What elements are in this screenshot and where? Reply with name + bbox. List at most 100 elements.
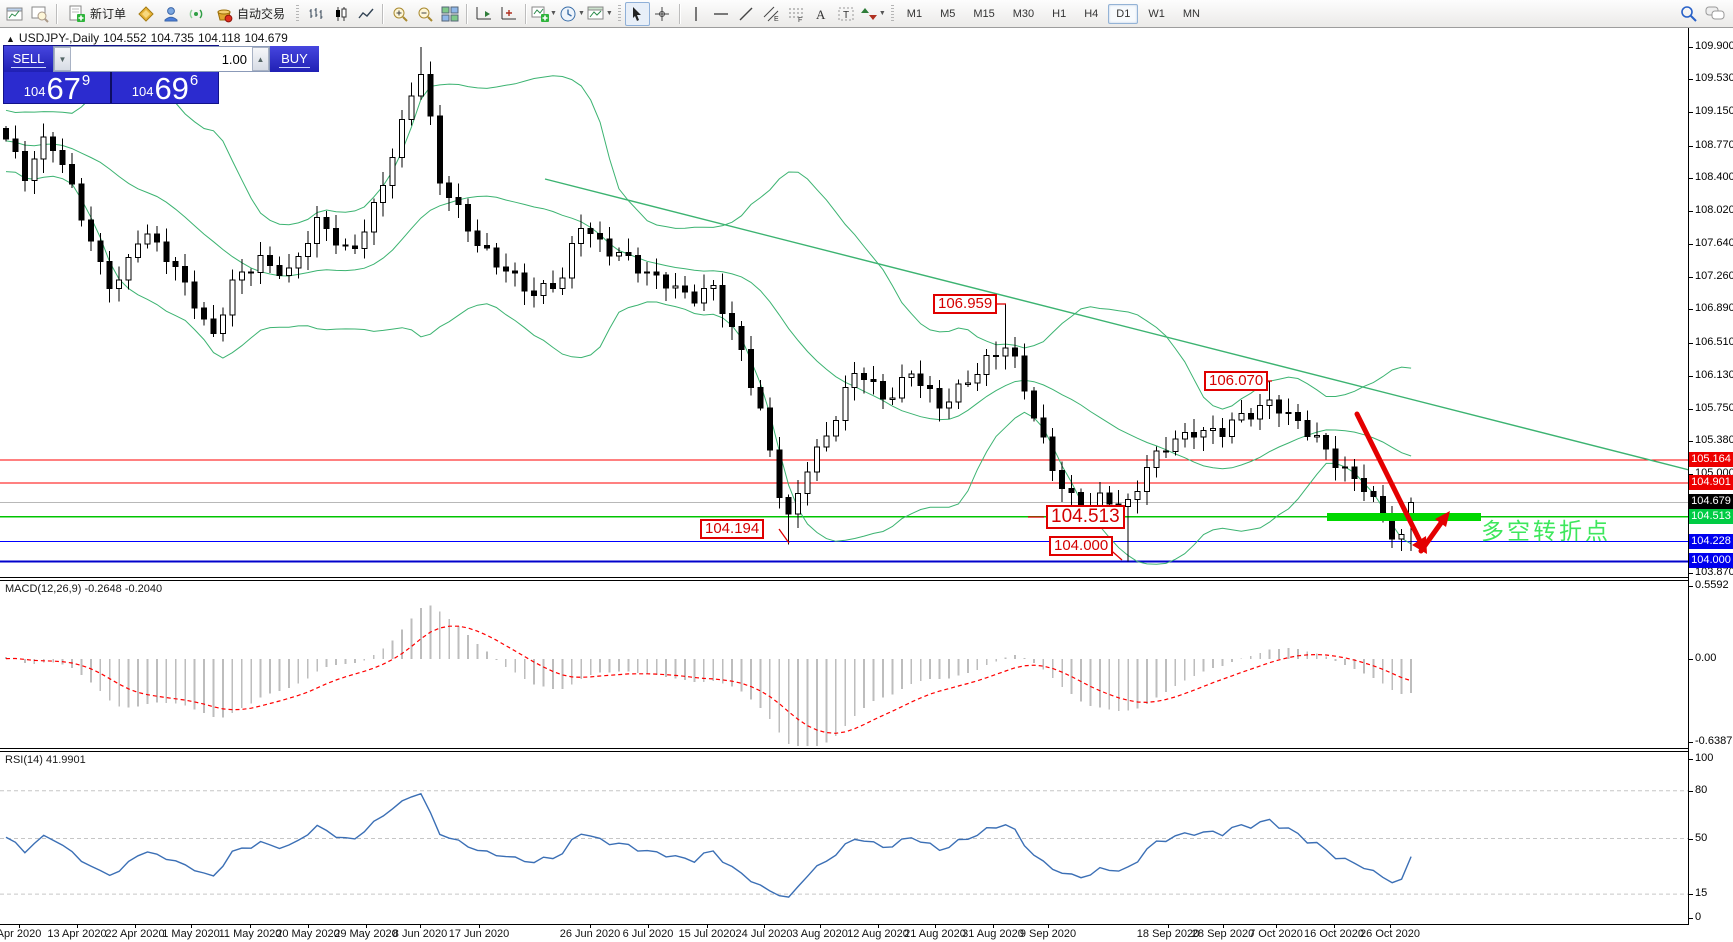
indicators-button[interactable]: ▼ [530,2,558,26]
horizontal-line-tool-button[interactable] [709,2,734,26]
axis-tick [1689,375,1693,377]
date-label: 11 May 2020 [218,928,282,940]
timeframe-button-W1[interactable]: W1 [1148,7,1165,20]
sell-button[interactable]: SELL [4,46,53,72]
date-tick [648,925,649,928]
date-tick [1334,925,1335,928]
timeframes-menu-button[interactable]: ▼ [558,2,586,26]
timeframe-button-M1[interactable]: M1 [906,7,923,20]
buy-button[interactable]: BUY [270,46,319,72]
date-tick [878,925,879,928]
candlestick-mode-button[interactable] [328,2,353,26]
expert-advisors-button[interactable] [158,2,183,26]
axis-label: 106.510 [1695,335,1733,348]
new-chart-button[interactable] [2,2,27,26]
auto-trading-button[interactable]: 自动交易 [208,2,292,26]
axis-tick [1689,790,1693,792]
timeframe-button-M15[interactable]: M15 [973,7,995,20]
toolbar-grip [890,4,894,23]
new-order-button[interactable]: 新订单 [61,2,133,26]
volume-increase-button[interactable]: ▲ [252,47,269,71]
date-label: 13 Apr 2020 [47,928,107,940]
timeframe-button-M5[interactable]: M5 [940,7,956,20]
date-label: 6 Jul 2020 [622,928,674,940]
crosshair-tool-button[interactable] [650,2,675,26]
axis-tick [1689,47,1693,48]
axis-label: 109.530 [1695,72,1733,85]
cursor-tool-button[interactable] [624,1,650,26]
fibonacci-tool-button[interactable]: F [784,2,809,26]
auto-trading-icon [217,9,233,22]
sell-price-big: 67 [46,70,81,106]
open-value: 104.552 [103,31,147,45]
rsi-panel-canvas[interactable] [0,752,1688,924]
chat-icon[interactable] [1705,5,1725,22]
chart-shift-button[interactable] [496,2,521,26]
history-center-button[interactable] [133,2,158,26]
rsi-indicator-label: RSI(14) 41.9901 [5,754,86,766]
time-scale-axis[interactable]: Apr 2020 13 Apr 2020 22 Apr 2020 1 May 2020… [0,924,1689,942]
tile-windows-button[interactable] [437,2,462,26]
volume-decrease-button[interactable]: ▼ [54,47,71,71]
macd-panel-canvas[interactable] [0,581,1688,748]
macd-indicator-label: MACD(12,26,9) -0.2648 -0.2040 [5,583,163,595]
timeframe-button-D1[interactable]: D1 [1108,3,1139,24]
line-chart-mode-button[interactable] [353,2,378,26]
label-tool-button[interactable]: T [834,2,859,26]
auto-scroll-button[interactable] [471,2,496,26]
bar-chart-mode-button[interactable] [303,2,328,26]
zoom-out-icon [418,7,433,22]
date-tick [366,925,367,928]
date-tick [764,925,765,928]
signals-button[interactable] [183,2,208,26]
zoom-in-button[interactable] [387,2,412,26]
toolbar-separator [525,3,527,24]
timeframe-button-MN[interactable]: MN [1182,7,1200,20]
date-label: 9 Sep 2020 [1019,928,1077,940]
volume-input[interactable] [71,47,252,71]
profiles-button[interactable] [27,2,52,26]
svg-text:E: E [774,16,779,23]
panel-separator[interactable] [0,748,1733,749]
signal-icon [189,9,202,18]
vertical-line-tool-button[interactable] [684,2,709,26]
timeframe-button-H1[interactable]: H1 [1052,7,1067,20]
axis-label: 0 [1695,911,1702,923]
axis-label: 106.130 [1695,368,1733,381]
timeframe-button-H4[interactable]: H4 [1084,7,1099,20]
date-tick [1390,925,1391,928]
trendline-icon [739,7,753,20]
price-chart-canvas[interactable] [0,30,1688,577]
new-order-icon [69,5,85,22]
axis-tick [1689,586,1693,588]
toolbar-grip [296,4,300,23]
volume-stepper: ▼ ▲ [53,46,270,72]
search-icon[interactable] [1680,5,1697,22]
panel-separator[interactable] [0,580,1733,581]
price-marker-104.901: 104.901 [1689,474,1733,490]
price-scale-axis[interactable]: 109.900 109.530 109.150 108.770 108.400 108.0… [1688,28,1733,925]
arrows-tool-button[interactable]: ▼ [859,2,887,26]
axis-tick [1689,572,1693,574]
axis-tick [1689,342,1693,344]
date-tick [135,925,136,928]
axis-label: 109.900 [1695,40,1733,52]
price-annotation-104.000: 104.000 [1049,536,1114,556]
panel-separator[interactable] [0,751,1733,752]
templates-button[interactable]: ▼ [586,2,614,26]
axis-label: 108.770 [1695,138,1733,151]
sell-price-sup: 9 [81,72,91,89]
panel-separator[interactable] [0,577,1733,578]
axis-tick [1689,838,1693,840]
text-tool-button[interactable]: A [809,2,834,26]
zoom-out-button[interactable] [412,2,437,26]
close-value: 104.679 [244,31,288,45]
collapse-arrow-icon[interactable]: ▲ [6,34,15,44]
channel-tool-button[interactable]: E [759,2,784,26]
trendline-tool-button[interactable] [734,2,759,26]
timeframe-button-M30[interactable]: M30 [1012,7,1035,20]
auto-scroll-icon [476,6,491,19]
axis-label: 105.750 [1695,401,1733,414]
axis-label: 106.890 [1695,302,1733,315]
